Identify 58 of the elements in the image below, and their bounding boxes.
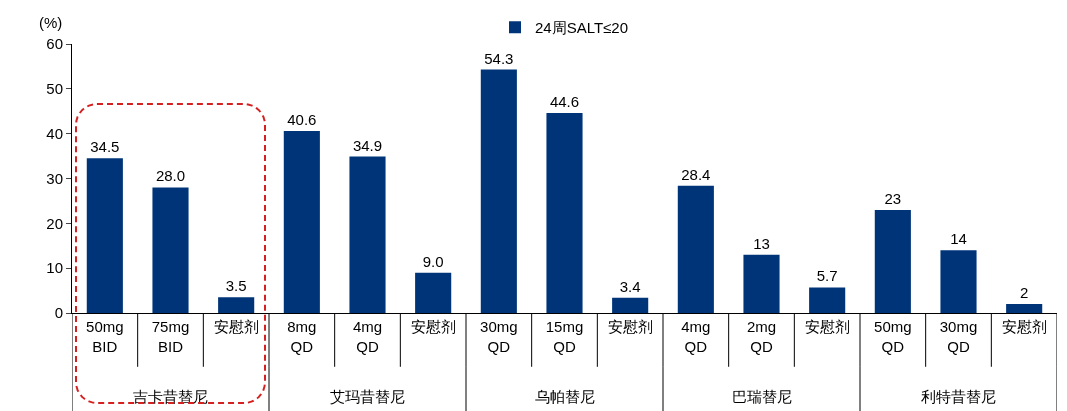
data-label: 3.5 (225, 277, 247, 295)
data-label: 13 (753, 234, 770, 252)
y-tick-label: 30 (46, 169, 63, 187)
x-tick-label: 15mg QD (545, 318, 584, 355)
data-label: 28.0 (155, 167, 186, 185)
bar (874, 209, 911, 313)
x-tick-label: 安慰剂 (213, 318, 259, 335)
x-tick-label: 50mg BID (86, 318, 124, 355)
x-tick-label: 安慰剂 (410, 318, 456, 335)
bar (152, 187, 189, 313)
y-tick-label: 20 (46, 214, 63, 232)
bar (86, 158, 123, 313)
data-label: 40.6 (287, 110, 317, 128)
text: 巴瑞替尼 (732, 388, 792, 405)
bar (1006, 304, 1043, 313)
bar (677, 185, 714, 313)
data-label: 23 (884, 189, 902, 207)
bar (283, 130, 320, 313)
bar (546, 113, 583, 313)
data-label: 44.6 (549, 93, 580, 111)
bar (218, 297, 255, 313)
text: 利特昔替尼 (921, 388, 996, 405)
text: 乌帕替尼 (535, 388, 595, 405)
data-label: 34.9 (352, 136, 383, 154)
text: 艾玛昔替尼 (330, 388, 405, 405)
x-tick-label: 2mg QD (746, 318, 777, 355)
data-label: 34.5 (90, 138, 120, 156)
bar (415, 272, 452, 313)
x-tick-label: 4mg QD (352, 318, 383, 355)
legend-label: 24周SALT≤20 (535, 19, 629, 37)
y-tick-label: 10 (46, 259, 63, 277)
x-tick-label: 30mg QD (939, 318, 978, 355)
x-tick-label: 30mg QD (480, 318, 518, 355)
data-label: 5.7 (816, 267, 838, 285)
bar (349, 156, 386, 313)
x-tick-label: 安慰剂 (804, 318, 850, 335)
x-tick-label: 安慰剂 (607, 318, 653, 335)
x-tick-label: 4mg QD (681, 318, 711, 355)
bar (809, 287, 846, 313)
bar (480, 69, 517, 313)
y-axis-title: (%) (39, 14, 63, 31)
data-label: 9.0 (422, 252, 444, 270)
bar (743, 254, 780, 313)
bar (940, 250, 977, 313)
data-label: 14 (950, 230, 967, 248)
data-label: 3.4 (619, 277, 641, 295)
y-tick-label: 60 (46, 35, 63, 53)
data-label: 2 (1020, 284, 1029, 302)
y-tick-label: 0 (54, 304, 63, 322)
x-tick-label: 75mg BID (151, 318, 190, 355)
x-tick-label: 50mg QD (874, 318, 912, 355)
data-label: 54.3 (484, 49, 514, 67)
y-tick-label: 40 (46, 124, 63, 142)
x-tick-label: 安慰剂 (1001, 318, 1047, 335)
y-tick-label: 50 (46, 80, 63, 98)
bar (612, 297, 649, 313)
data-label: 28.4 (681, 165, 711, 183)
x-tick-label: 8mg QD (287, 318, 317, 355)
